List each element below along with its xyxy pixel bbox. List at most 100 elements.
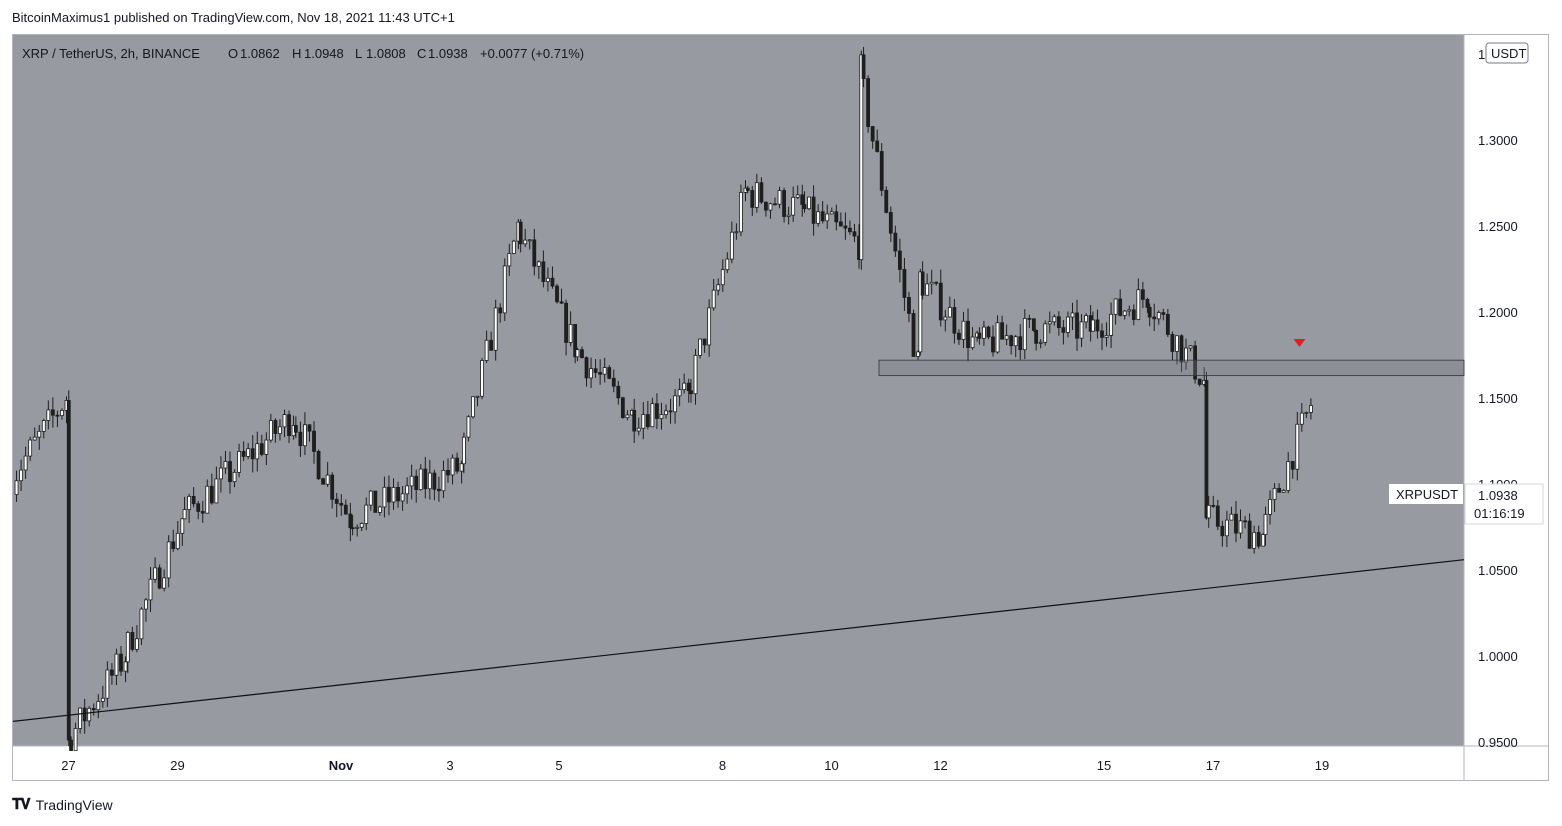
candle-body [829, 211, 834, 215]
candle-body [387, 486, 391, 503]
candle-body [73, 728, 78, 751]
candle-body [636, 427, 641, 432]
candle-body [795, 194, 800, 198]
candle-body [911, 313, 916, 357]
resistance-zone[interactable] [878, 359, 1465, 377]
currency-badge[interactable] [1485, 42, 1529, 64]
candle-body [175, 532, 180, 549]
legend-high-label: H [292, 46, 301, 61]
candle-body [602, 367, 607, 375]
candle-body [246, 448, 251, 457]
candle-body [1066, 316, 1070, 333]
candle-body [947, 307, 952, 318]
candle-body [461, 436, 466, 465]
candle-body [966, 320, 970, 349]
candle-body [686, 382, 691, 392]
candle-body [343, 504, 348, 515]
candle-body [1047, 321, 1052, 325]
candle-body [50, 409, 55, 416]
candle-body [786, 214, 791, 217]
candles [14, 46, 1313, 751]
candle-body [1061, 327, 1066, 333]
candle-body [555, 285, 559, 303]
candle-body [739, 192, 743, 233]
candle-body [1113, 298, 1118, 315]
candle-body [237, 451, 241, 473]
candle-body [223, 461, 228, 469]
candle-body [1022, 318, 1027, 351]
candle-body [1118, 298, 1123, 316]
candle-body [264, 439, 269, 455]
candle-body [897, 250, 902, 270]
price-chart[interactable]: 0.95001.00001.05001.10001.15001.20001.25… [12, 34, 1549, 781]
candle-body [278, 426, 282, 434]
candle-body [144, 599, 148, 610]
candle-body [625, 414, 630, 419]
candle-body [293, 425, 298, 433]
candle-body [1309, 405, 1313, 413]
candle-body [1272, 487, 1277, 500]
candle-body [1215, 505, 1220, 527]
candle-body [23, 455, 28, 471]
candle-body [414, 475, 419, 490]
date-tick-label: Nov [329, 758, 354, 773]
candle-body [511, 240, 516, 254]
candle-body [541, 261, 546, 282]
candle-body [1238, 520, 1243, 534]
candle-body [1147, 306, 1152, 318]
candle-body [745, 187, 750, 191]
candle-body [1234, 513, 1238, 534]
candle-body [943, 316, 948, 321]
candle-body [100, 697, 105, 702]
tradingview-logo[interactable]: 𝐓𝐕 TradingView [12, 796, 113, 813]
candle-body [19, 469, 23, 482]
candle-body [1256, 532, 1261, 547]
candle-body [957, 332, 961, 340]
candle-body [446, 470, 450, 476]
price-tick-label: 1.2000 [1478, 305, 1518, 320]
candle-body [970, 336, 975, 349]
candle-body [716, 284, 721, 291]
candle-body [312, 430, 316, 452]
candle-body [157, 567, 162, 589]
candle-body [364, 504, 369, 524]
candle-body [123, 661, 128, 672]
candle-body [1079, 321, 1084, 339]
candle-body [418, 468, 423, 490]
candle-body [825, 213, 830, 222]
date-tick-label: 8 [719, 758, 726, 773]
candle-body [255, 443, 260, 460]
candle-body [480, 360, 484, 397]
candle-body [925, 283, 930, 296]
ascending-support-line[interactable] [12, 559, 1465, 722]
candle-body [1000, 322, 1004, 340]
candle-body [1056, 316, 1061, 328]
candle-body [466, 416, 471, 438]
candle-body [580, 349, 584, 359]
price-tag-box [1464, 483, 1544, 525]
candle-body [575, 349, 580, 358]
candle-body [502, 265, 507, 314]
candle-body [396, 487, 400, 502]
candle-body [148, 578, 153, 601]
candle-body [782, 190, 786, 217]
candle-body [228, 461, 232, 483]
candle-body [838, 221, 843, 227]
candle-body [611, 377, 616, 387]
candle-body [802, 204, 807, 210]
candle-body [441, 470, 446, 492]
candle-body [348, 513, 353, 529]
candle-body [620, 397, 625, 419]
candle-body [450, 457, 455, 476]
candle-body [546, 277, 550, 282]
candle-body [1161, 312, 1166, 315]
candle-body [1261, 534, 1266, 547]
candle-body [859, 54, 864, 261]
candle-body [702, 338, 707, 346]
date-tick-label: 3 [446, 758, 453, 773]
candle-body [46, 409, 51, 421]
candle-body [1286, 461, 1291, 491]
candle-body [489, 339, 494, 351]
legend: XRP / TetherUS, 2h, BINANCE O 1.0862 H 1… [22, 46, 584, 61]
candle-body [1018, 336, 1023, 351]
